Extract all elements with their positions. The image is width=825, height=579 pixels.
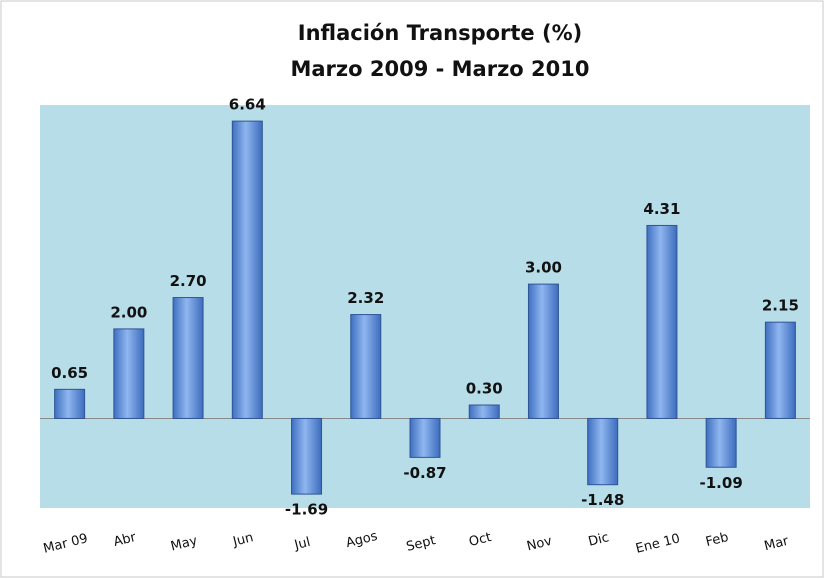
bar <box>291 417 323 495</box>
bar <box>764 321 796 419</box>
x-tick-label: Dic <box>587 530 611 550</box>
bar <box>468 404 500 419</box>
bar <box>527 283 559 419</box>
value-label: 2.32 <box>347 289 384 307</box>
chart-subtitle: Marzo 2009 - Marzo 2010 <box>290 57 589 81</box>
value-label: 0.30 <box>466 380 503 398</box>
x-tick-label: May <box>169 533 199 554</box>
x-tick-label: Jun <box>231 530 255 550</box>
bar <box>705 417 737 468</box>
x-tick-label: Feb <box>704 530 730 550</box>
x-tick-label: Jul <box>292 535 312 554</box>
bar <box>231 120 263 419</box>
x-tick-label: Sept <box>405 533 437 555</box>
bar <box>172 297 204 419</box>
chart-title: Inflación Transporte (%) <box>298 21 582 45</box>
x-tick-label: Oct <box>468 530 493 550</box>
bar <box>54 388 86 419</box>
value-label: -1.09 <box>700 474 743 492</box>
value-label: 0.65 <box>51 364 88 382</box>
value-label: 6.64 <box>229 96 266 114</box>
value-label: 3.00 <box>525 259 562 277</box>
x-tick-label: Abr <box>112 530 138 550</box>
value-label: 2.15 <box>762 297 799 315</box>
value-label: 2.00 <box>110 303 147 321</box>
value-label: -0.87 <box>403 464 446 482</box>
bar <box>646 224 678 419</box>
value-label: -1.69 <box>285 501 328 519</box>
bar <box>409 417 441 458</box>
value-label: -1.48 <box>581 491 624 509</box>
value-label: 2.70 <box>170 272 207 290</box>
bar <box>113 328 145 419</box>
bar <box>350 314 382 419</box>
value-label: 4.31 <box>643 200 680 218</box>
x-tick-label: Mar <box>763 534 791 555</box>
x-tick-label: Nov <box>525 534 554 555</box>
bar <box>587 417 619 486</box>
